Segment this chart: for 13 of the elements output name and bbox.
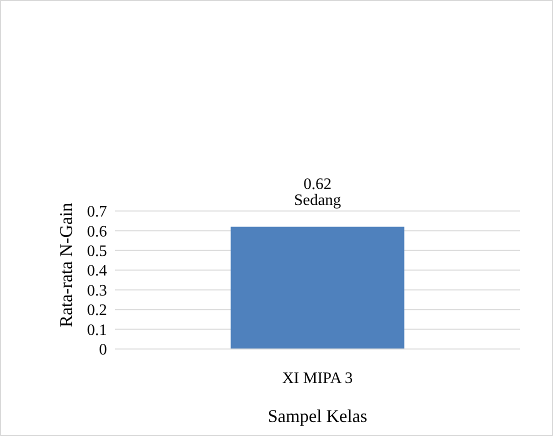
x-tick-label: XI MIPA 3 bbox=[282, 370, 353, 387]
y-tick-label: 0.7 bbox=[87, 204, 107, 221]
y-tick-label: 0.5 bbox=[87, 243, 107, 260]
y-tick-label: 0 bbox=[99, 342, 107, 359]
y-tick-label: 0.2 bbox=[87, 302, 107, 320]
annotation: Sedang bbox=[294, 192, 342, 209]
y-axis-title: Rata-rata N-Gain bbox=[56, 202, 76, 328]
y-tick-label: 0.1 bbox=[87, 322, 107, 339]
x-axis-title: Sampel Kelas bbox=[268, 406, 368, 426]
data-label: 0.62 bbox=[304, 176, 332, 193]
y-tick-label: 0.3 bbox=[87, 282, 107, 300]
y-tick-label: 0.4 bbox=[87, 262, 107, 280]
y-tick-label: 0.6 bbox=[87, 223, 107, 240]
